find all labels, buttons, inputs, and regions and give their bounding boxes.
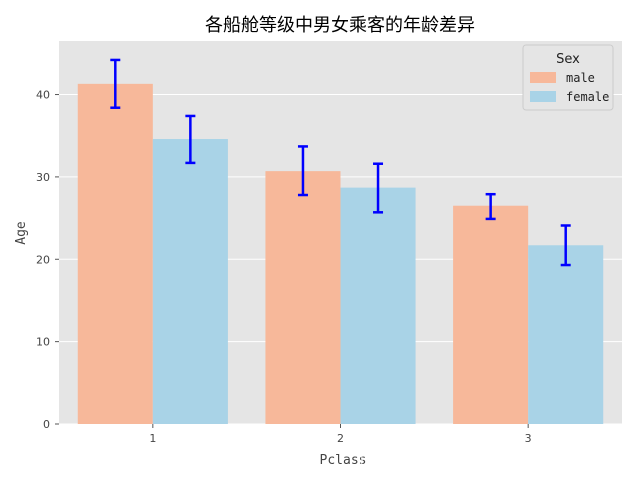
x-tick-label: 1: [149, 432, 156, 445]
y-tick-label: 30: [36, 171, 50, 184]
y-tick-label: 0: [43, 418, 50, 431]
bar-female-1: [152, 139, 228, 424]
legend-swatch-male: [530, 72, 556, 83]
x-axis-label: Pclass: [320, 453, 367, 468]
bar-male-2: [265, 171, 341, 424]
bar-female-2: [340, 187, 416, 424]
error-bar-male-2: [297, 145, 308, 197]
x-ticks: 1 2 3: [149, 424, 532, 445]
error-bar-female-2: [373, 162, 384, 214]
y-tick-label: 20: [36, 253, 50, 266]
y-tick-label: 40: [36, 89, 50, 102]
error-bar-male-1: [110, 58, 121, 109]
y-tick-label: 10: [36, 336, 50, 349]
y-ticks: 0 10 20 30 40: [36, 89, 59, 431]
legend-swatch-female: [530, 91, 556, 102]
legend-title: Sex: [556, 52, 580, 67]
error-bars: [110, 58, 571, 267]
error-bar-male-3: [485, 192, 496, 221]
bar-male-3: [453, 205, 529, 424]
bar-female-3: [528, 245, 604, 424]
legend: Sex male female: [522, 44, 614, 111]
error-bar-female-1: [185, 114, 196, 165]
x-tick-label: 3: [525, 432, 532, 445]
watermark: https://blog.csdn.net/weixin_43425784: [360, 455, 614, 470]
y-axis-label: Age: [14, 221, 29, 245]
x-tick-label: 2: [337, 432, 344, 445]
bar-male-1: [77, 83, 153, 424]
legend-label-female: female: [566, 90, 609, 104]
chart-title: 各船舱等级中男女乘客的年龄差异: [205, 15, 475, 36]
bars: [77, 83, 604, 424]
legend-label-male: male: [566, 71, 595, 85]
error-bar-female-3: [560, 224, 571, 267]
